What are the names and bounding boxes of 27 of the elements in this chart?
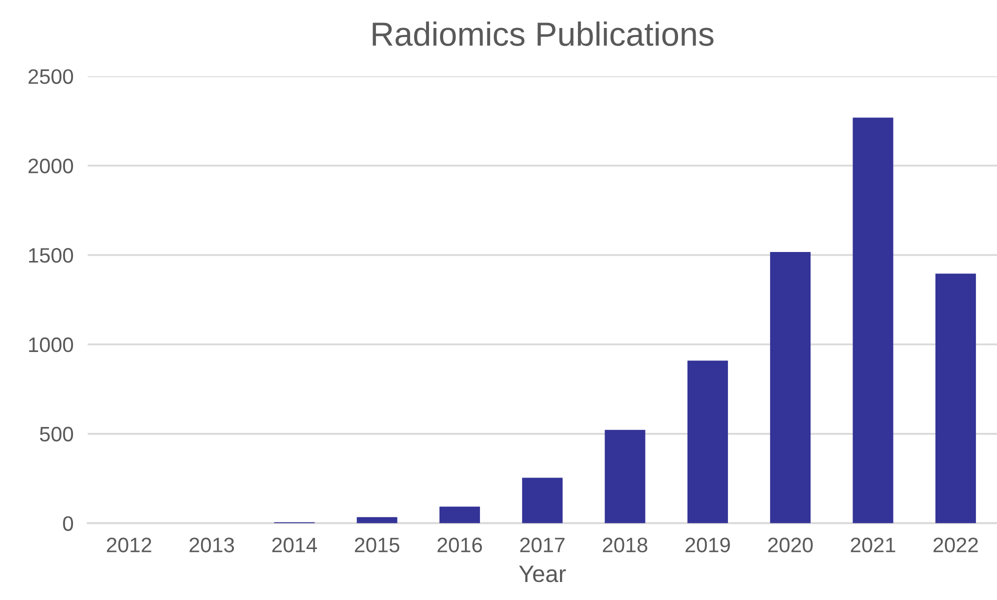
y-tick-label: 0 bbox=[63, 516, 74, 531]
bar bbox=[522, 478, 563, 524]
x-tick-label: 2020 bbox=[768, 538, 813, 552]
x-tick-label: 2022 bbox=[934, 538, 978, 552]
y-tick-label: 1000 bbox=[29, 337, 74, 352]
x-tick-label: 2015 bbox=[354, 538, 400, 552]
bar bbox=[439, 506, 480, 524]
x-tick-label: 2014 bbox=[272, 538, 317, 552]
x-tick-label: 2019 bbox=[686, 538, 730, 552]
x-tick-label: 2018 bbox=[602, 538, 648, 552]
bar bbox=[852, 118, 894, 524]
bar bbox=[687, 360, 728, 524]
bar bbox=[604, 430, 646, 524]
y-tick-label: 1500 bbox=[29, 248, 74, 263]
x-axis-title: Year bbox=[519, 566, 566, 582]
bar bbox=[356, 517, 398, 524]
bar bbox=[770, 252, 811, 524]
x-tick-label: 2016 bbox=[438, 538, 482, 552]
x-tick-label: 2012 bbox=[106, 538, 152, 552]
chart-title: Radiomics Publications bbox=[372, 21, 714, 46]
x-tick-label: 2017 bbox=[520, 538, 564, 552]
x-tick-label: 2021 bbox=[850, 538, 896, 552]
x-tick-label: 2013 bbox=[190, 538, 234, 552]
bar bbox=[935, 274, 976, 524]
y-tick-label: 500 bbox=[40, 426, 74, 442]
y-tick-label: 2500 bbox=[28, 69, 74, 84]
y-tick-label: 2000 bbox=[28, 158, 74, 174]
